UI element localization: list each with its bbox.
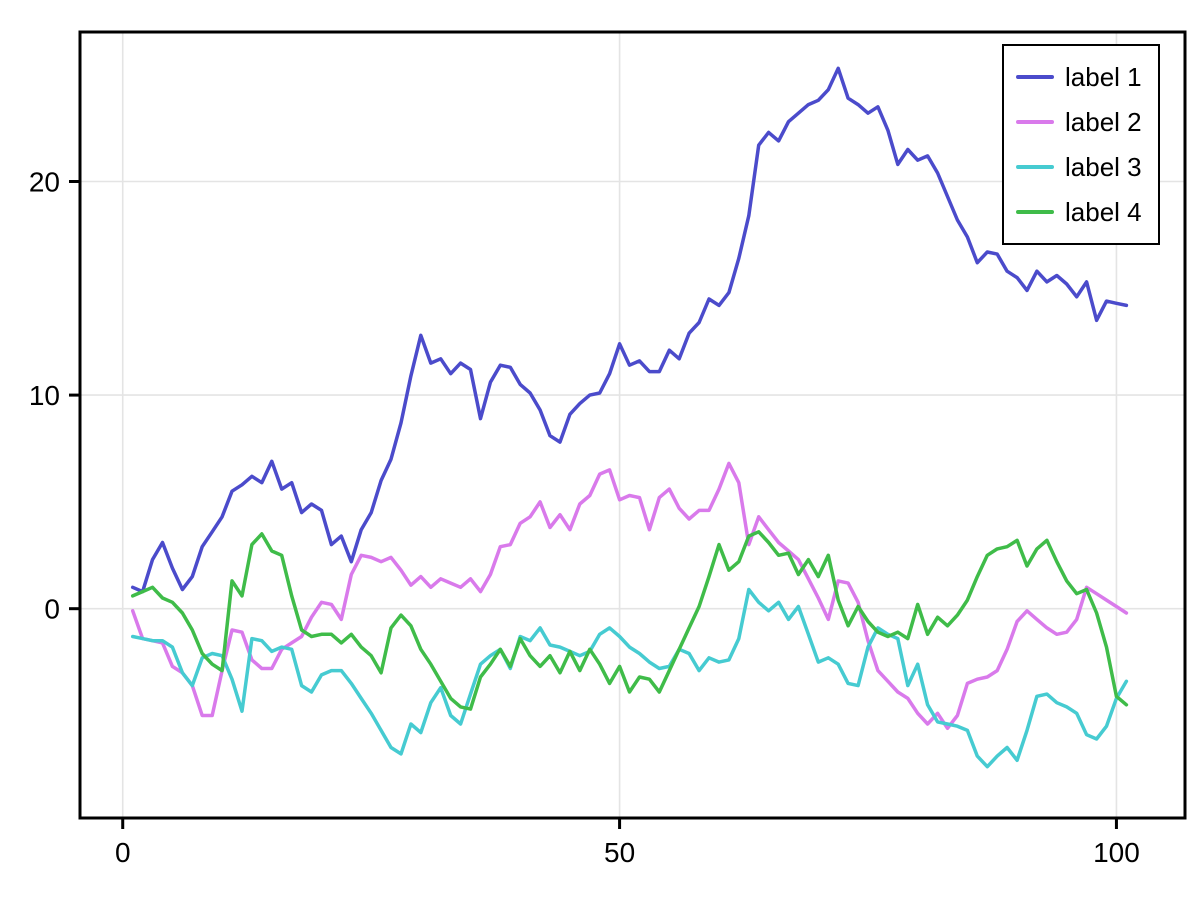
- legend-item-label-1: label 1: [1004, 55, 1158, 100]
- series-line-label-3: [130, 587, 1129, 769]
- legend-swatch-label-4: [1016, 210, 1054, 214]
- legend-swatch-label-1: [1016, 75, 1054, 79]
- series-line-label-4: [130, 530, 1129, 711]
- axis-ticks: [69, 180, 1118, 829]
- series-line-label-1: [130, 66, 1129, 594]
- y-tick-label: 0: [44, 594, 60, 625]
- legend-label: label 2: [1065, 106, 1142, 137]
- x-tick-label: 100: [1093, 837, 1140, 868]
- y-tick-label: 20: [29, 167, 60, 198]
- x-tick-label: 50: [604, 837, 635, 868]
- legend-label: label 3: [1065, 151, 1142, 182]
- plot-border: [78, 30, 1187, 820]
- x-tick-label: 0: [115, 837, 131, 868]
- legend-item-label-3: label 3: [1004, 145, 1158, 190]
- legend-item-label-2: label 2: [1004, 100, 1158, 145]
- legend-swatch-label-3: [1016, 165, 1054, 169]
- legend-swatch-label-2: [1016, 120, 1054, 124]
- legend-label: label 4: [1065, 196, 1142, 227]
- legend-item-label-4: label 4: [1004, 190, 1158, 235]
- tick-labels: 0 50 100 0 10 20: [29, 167, 1140, 868]
- legend-label: label 1: [1065, 61, 1142, 92]
- legend: label 1 label 2 label 3 label 4: [1002, 44, 1160, 245]
- y-tick-label: 10: [29, 380, 60, 411]
- series-line-label-2: [130, 461, 1129, 731]
